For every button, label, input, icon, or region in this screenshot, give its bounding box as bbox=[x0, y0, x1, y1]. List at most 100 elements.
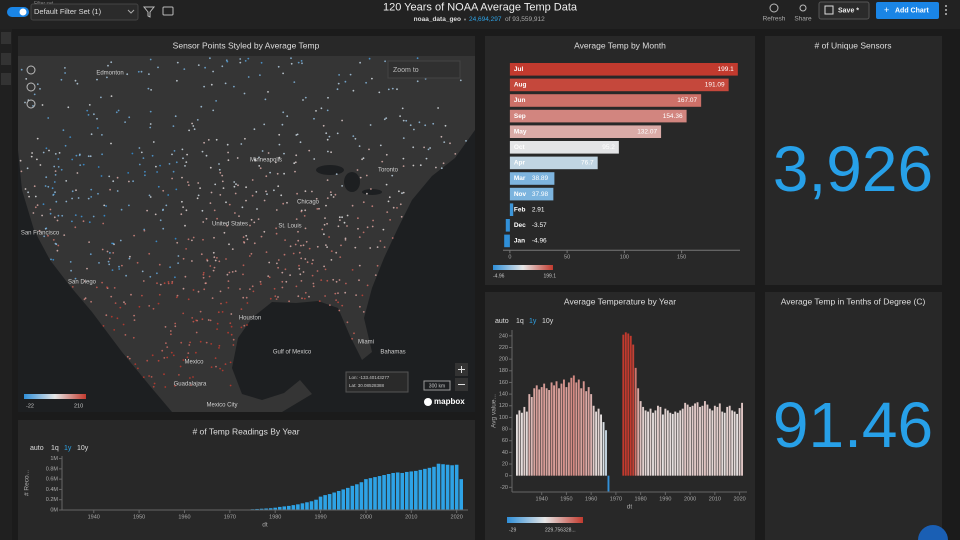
bar bbox=[509, 125, 662, 138]
map-point bbox=[163, 357, 166, 359]
time-grain[interactable]: 1y bbox=[64, 445, 72, 452]
more-menu[interactable] bbox=[945, 5, 947, 15]
add-chart-button[interactable] bbox=[876, 2, 939, 19]
map-point bbox=[210, 83, 213, 86]
map-point bbox=[25, 78, 28, 80]
scale-label: 300 km bbox=[429, 383, 445, 389]
draw-tool[interactable] bbox=[26, 99, 36, 109]
time-grain[interactable]: 1q bbox=[51, 445, 59, 452]
map-point bbox=[227, 287, 230, 289]
bar bbox=[634, 367, 637, 476]
bar bbox=[336, 490, 341, 510]
bar bbox=[632, 344, 635, 476]
bar bbox=[318, 496, 323, 510]
map-point bbox=[126, 73, 129, 76]
refresh-label[interactable]: Refresh bbox=[763, 16, 786, 23]
add-chart-label[interactable]: Add Chart bbox=[895, 7, 930, 14]
panel-title: Average Temperature by Year bbox=[564, 296, 676, 306]
refresh-icon[interactable] bbox=[769, 3, 779, 13]
comment-icon[interactable] bbox=[162, 6, 174, 16]
chat-button[interactable] bbox=[918, 525, 948, 540]
draw-tool[interactable] bbox=[26, 82, 36, 92]
y-tick-label: 120 bbox=[499, 403, 508, 409]
map-point bbox=[204, 66, 207, 69]
map-point bbox=[117, 109, 120, 112]
map-point bbox=[226, 224, 229, 227]
time-grain[interactable]: auto bbox=[30, 445, 44, 452]
data-label: 199.1 bbox=[718, 66, 735, 73]
map-point bbox=[209, 265, 212, 267]
bar bbox=[731, 410, 734, 476]
map-point bbox=[203, 141, 206, 144]
map-point bbox=[50, 258, 52, 261]
map-point bbox=[92, 215, 95, 218]
map-point bbox=[196, 197, 199, 200]
map-point bbox=[302, 271, 305, 273]
map[interactable]: Edmonton Minneapolis Toronto Chicago United … bbox=[18, 56, 475, 412]
map-point bbox=[330, 151, 332, 154]
map-point bbox=[166, 356, 169, 359]
map-point bbox=[57, 158, 60, 160]
map-point bbox=[82, 163, 85, 166]
share-icon[interactable] bbox=[799, 4, 807, 12]
bar-category: Dec bbox=[514, 222, 526, 229]
map-label: United States bbox=[212, 222, 248, 228]
map-point bbox=[214, 183, 217, 186]
map-point bbox=[36, 204, 39, 207]
time-grain[interactable]: 1q bbox=[516, 318, 524, 325]
map-point bbox=[311, 274, 314, 277]
map-point bbox=[136, 261, 139, 264]
time-grain[interactable]: auto bbox=[495, 318, 509, 325]
map-point bbox=[269, 171, 271, 174]
bar bbox=[509, 109, 687, 123]
map-point bbox=[344, 291, 347, 294]
map-point bbox=[226, 60, 229, 63]
map-point bbox=[101, 134, 103, 136]
map-point bbox=[76, 82, 79, 85]
map-point bbox=[344, 239, 347, 241]
bar bbox=[509, 203, 514, 216]
map-point bbox=[209, 202, 212, 205]
map-point bbox=[293, 81, 296, 83]
map-point bbox=[87, 197, 90, 200]
map-point bbox=[245, 234, 248, 237]
map-point bbox=[112, 180, 115, 183]
map-point bbox=[221, 65, 224, 68]
map-point bbox=[212, 70, 215, 73]
map-point bbox=[86, 109, 89, 112]
sidebar-palette[interactable] bbox=[1, 73, 11, 85]
filter-dropdown[interactable] bbox=[30, 3, 139, 21]
bar bbox=[738, 408, 741, 476]
bar bbox=[259, 508, 264, 510]
time-grain[interactable]: 10y bbox=[542, 318, 554, 325]
map-point bbox=[171, 177, 174, 180]
time-grain[interactable]: 10y bbox=[77, 445, 89, 452]
bar bbox=[708, 408, 711, 476]
share-label[interactable]: Share bbox=[794, 16, 812, 23]
map-point bbox=[385, 117, 388, 119]
time-grain[interactable]: 1y bbox=[529, 318, 537, 325]
y-tick-label: 0.4M bbox=[46, 487, 59, 493]
sidebar-filter[interactable] bbox=[1, 32, 11, 44]
map-point bbox=[229, 322, 232, 325]
map-point bbox=[80, 215, 83, 218]
map-point bbox=[338, 216, 341, 219]
map-point bbox=[165, 204, 168, 207]
map-point bbox=[275, 298, 278, 300]
zoom-box[interactable] bbox=[387, 60, 461, 79]
legend-min: -29 bbox=[509, 527, 516, 533]
draw-tool[interactable] bbox=[26, 65, 36, 75]
save-label[interactable]: Save * bbox=[838, 7, 859, 14]
map-point bbox=[96, 78, 98, 81]
bar bbox=[637, 388, 640, 476]
map-point bbox=[247, 57, 250, 60]
map-point bbox=[106, 250, 109, 253]
map-point bbox=[351, 269, 354, 271]
map-point bbox=[159, 164, 162, 167]
filter-icon[interactable] bbox=[142, 6, 156, 18]
map-point bbox=[71, 197, 73, 200]
map-point bbox=[326, 179, 329, 182]
sidebar-sql[interactable] bbox=[1, 53, 11, 65]
map-point bbox=[405, 119, 408, 122]
map-point bbox=[282, 202, 285, 205]
